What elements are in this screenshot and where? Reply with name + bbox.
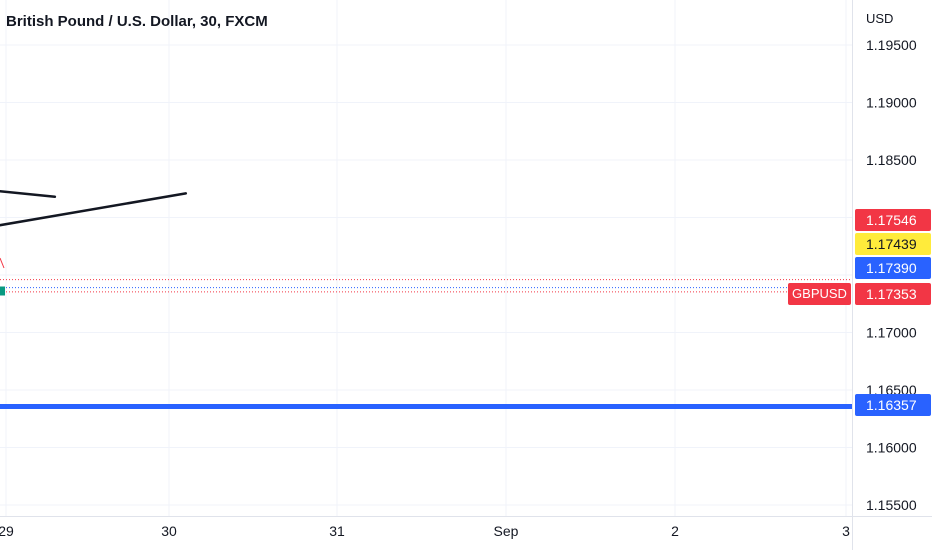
- trendline: [0, 190, 57, 199]
- y-tick-label: 1.17000: [866, 325, 917, 341]
- y-tick-label: 1.18500: [866, 152, 917, 168]
- symbol-tag[interactable]: GBPUSD: [788, 283, 851, 305]
- price-label-mid: 1.17439: [855, 233, 931, 255]
- price-label-horizontal-line: 1.16357: [855, 394, 931, 416]
- x-tick-label: 2: [671, 523, 679, 539]
- x-tick-label: 31: [329, 523, 345, 539]
- x-tick-label: 30: [161, 523, 177, 539]
- chart-title: British Pound / U.S. Dollar, 30, FXCM: [6, 13, 268, 30]
- price-label-bid: 1.17390: [855, 257, 931, 279]
- price-label-last: 1.17353: [855, 283, 931, 305]
- y-tick-label: 1.19000: [866, 95, 917, 111]
- candle-wick: [0, 257, 5, 269]
- y-tick-label: 1.19500: [866, 37, 917, 53]
- currency-label: USD: [866, 11, 894, 26]
- y-tick-label: 1.16000: [866, 440, 917, 456]
- x-tick-label: 29: [0, 523, 14, 539]
- price-label-high: 1.17546: [855, 209, 931, 231]
- candle: [0, 286, 5, 296]
- x-tick-label: 3: [842, 523, 850, 539]
- y-tick-label: 1.15500: [866, 497, 917, 513]
- x-tick-label: Sep: [494, 523, 519, 539]
- trendline: [0, 192, 188, 227]
